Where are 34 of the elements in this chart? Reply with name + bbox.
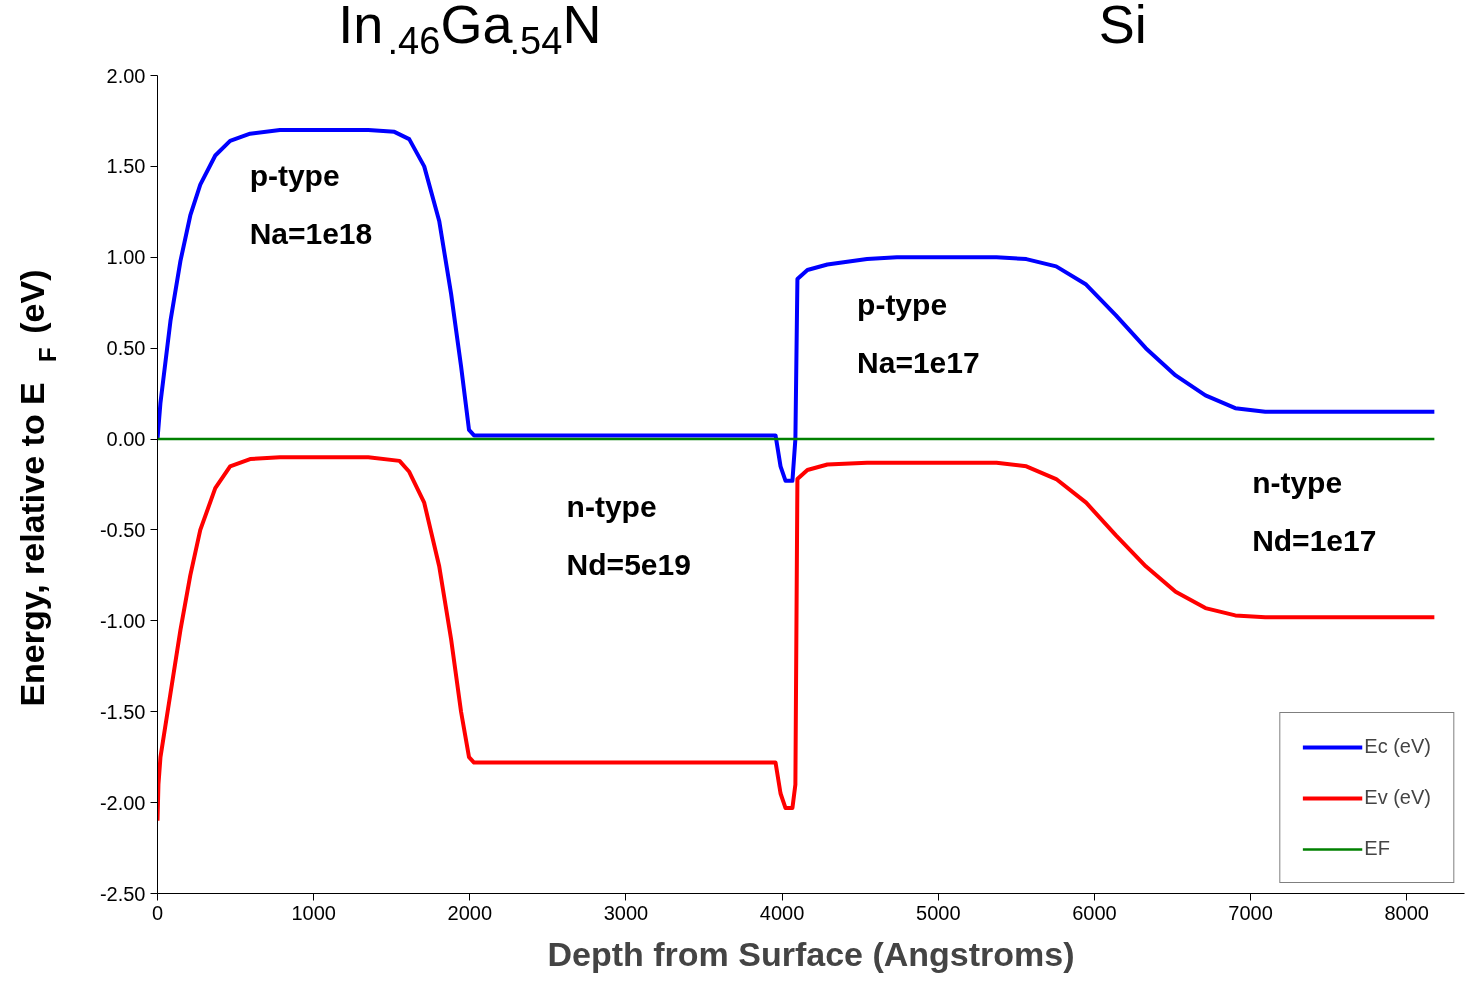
annotation: p-type bbox=[857, 288, 948, 322]
annotation: n-type bbox=[566, 489, 657, 523]
annotation: Na=1e17 bbox=[857, 346, 980, 380]
y-tick-label: -2.50 bbox=[99, 882, 146, 905]
x-tick-label: 8000 bbox=[1384, 901, 1429, 924]
x-axis-title: Depth from Surface (Angstroms) bbox=[547, 934, 1075, 973]
x-tick-label: 6000 bbox=[1072, 901, 1117, 924]
x-tick-label: 2000 bbox=[447, 901, 493, 924]
text: Si bbox=[1098, 0, 1147, 54]
x-tick-label: 1000 bbox=[291, 901, 336, 924]
x-tick-label: 3000 bbox=[603, 901, 649, 924]
y-tick-label: -1.50 bbox=[99, 700, 146, 723]
annotation: Nd=5e19 bbox=[566, 547, 691, 581]
x-tick-label: 7000 bbox=[1228, 901, 1273, 924]
y-tick-label: 2.00 bbox=[106, 64, 146, 87]
x-tick-label: 5000 bbox=[916, 901, 961, 924]
y-tick-label: 0.00 bbox=[106, 428, 146, 451]
annotation: Na=1e18 bbox=[249, 217, 373, 251]
legend-label: Ev (eV) bbox=[1364, 786, 1431, 809]
y-tick-label: 0.50 bbox=[106, 337, 146, 360]
y-tick-label: -0.50 bbox=[99, 518, 146, 541]
annotation: n-type bbox=[1252, 466, 1343, 500]
annotation: Nd=1e17 bbox=[1252, 524, 1377, 558]
y-tick-label: 1.00 bbox=[106, 246, 146, 269]
y-tick-label: -2.00 bbox=[99, 791, 146, 814]
y-axis-title: Energy, relative to EF (eV) bbox=[12, 269, 61, 707]
line-series bbox=[157, 455, 1437, 823]
y-tick-label: -1.00 bbox=[99, 609, 146, 632]
legend-label: EF bbox=[1364, 837, 1390, 860]
x-tick-label: 4000 bbox=[759, 901, 805, 924]
annotation: p-type bbox=[249, 158, 340, 192]
x-tick-label: 0 bbox=[151, 901, 164, 924]
legend-label: Ec (eV) bbox=[1364, 735, 1431, 758]
y-tick-label: 1.50 bbox=[106, 155, 146, 178]
